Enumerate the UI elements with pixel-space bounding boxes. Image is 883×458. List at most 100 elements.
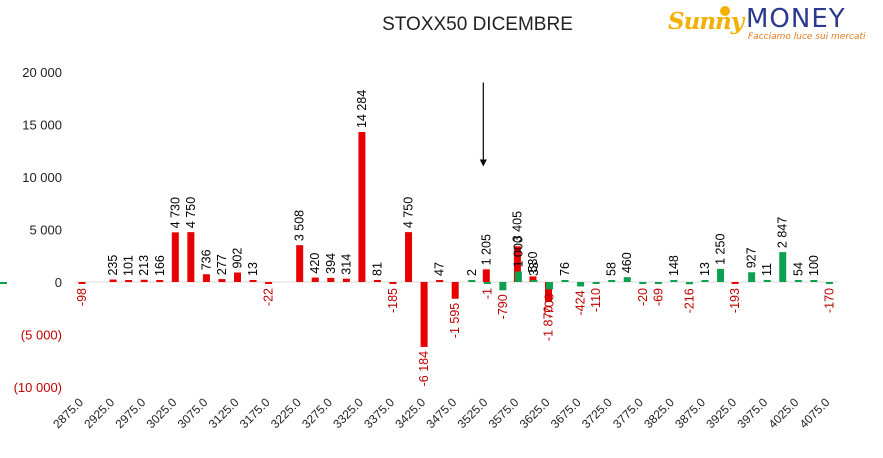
bar xyxy=(389,282,397,284)
bar xyxy=(513,246,521,282)
annotation-arrow-head xyxy=(479,159,487,167)
bar xyxy=(125,280,133,282)
data-label: 148 xyxy=(667,255,681,276)
x-tick-label: 3125.0 xyxy=(206,395,242,431)
bar xyxy=(202,274,210,282)
data-label: 13 xyxy=(246,262,260,276)
bar xyxy=(514,271,522,282)
x-tick-label: 3775.0 xyxy=(610,395,646,431)
bar xyxy=(623,277,631,282)
data-label: -69 xyxy=(651,288,665,306)
data-label: 4 730 xyxy=(168,197,182,228)
x-tick-label: 3425.0 xyxy=(392,395,428,431)
data-label: 3 405 xyxy=(510,211,524,242)
bar xyxy=(701,280,709,282)
x-tick-label: 3475.0 xyxy=(423,395,459,431)
data-label: 213 xyxy=(137,255,151,276)
bar xyxy=(685,282,693,285)
chart-title: STOXX50 DICEMBRE xyxy=(382,14,573,35)
bar xyxy=(405,232,413,282)
x-tick-label: 3525.0 xyxy=(455,395,491,431)
logo-money-text: MONEY xyxy=(746,4,846,34)
x-tick-label: 3025.0 xyxy=(144,395,180,431)
data-label: 460 xyxy=(620,252,634,273)
y-tick-label: (5 000) xyxy=(21,328,62,343)
data-label: -790 xyxy=(496,294,510,319)
y-tick-label: 5 000 xyxy=(29,223,62,238)
bar xyxy=(810,280,818,282)
bar xyxy=(748,272,756,282)
bar xyxy=(420,282,428,347)
data-label: -110 xyxy=(589,288,603,312)
bar xyxy=(109,279,117,282)
x-tick-label: 2875.0 xyxy=(50,395,86,431)
bar xyxy=(592,282,600,284)
bar xyxy=(0,282,7,284)
x-tick-label: 3725.0 xyxy=(579,395,615,431)
bar xyxy=(779,252,787,282)
logo-tagline: Facciamo luce sui mercati xyxy=(748,32,866,42)
data-label: 1 205 xyxy=(479,234,493,265)
x-tick-label: 4025.0 xyxy=(766,395,802,431)
x-tick-label: 2975.0 xyxy=(112,395,148,431)
bar xyxy=(327,277,335,282)
bar xyxy=(249,280,257,282)
bar xyxy=(794,280,802,282)
bar xyxy=(499,282,507,291)
bar xyxy=(218,279,226,282)
bar xyxy=(171,232,179,282)
data-label: 4 750 xyxy=(184,197,198,228)
x-tick-label: 3375.0 xyxy=(361,395,397,431)
bar xyxy=(234,272,241,282)
data-label: 14 284 xyxy=(355,90,369,128)
data-label: 58 xyxy=(605,262,619,276)
data-label: 2 xyxy=(465,269,479,276)
bar xyxy=(311,277,319,282)
bar xyxy=(358,132,366,282)
bar xyxy=(468,280,476,282)
bar xyxy=(342,278,350,282)
bar xyxy=(654,282,662,284)
bar xyxy=(373,280,381,282)
data-label: 420 xyxy=(308,253,322,274)
y-tick-label: 0 xyxy=(55,275,62,290)
data-label: -703 xyxy=(543,293,557,318)
x-tick-label: 3675.0 xyxy=(548,395,584,431)
data-label: -424 xyxy=(574,290,588,315)
bar xyxy=(717,268,725,282)
data-label: 81 xyxy=(370,262,384,276)
data-label: 2 847 xyxy=(776,217,790,248)
data-label: 76 xyxy=(558,262,572,276)
bar xyxy=(530,280,538,282)
bar xyxy=(265,282,273,284)
bar xyxy=(546,282,553,290)
data-label: -185 xyxy=(386,288,400,313)
bar xyxy=(482,269,490,282)
bar xyxy=(639,282,647,284)
x-tick-label: 4075.0 xyxy=(797,395,833,431)
data-label: -1 870 xyxy=(542,306,556,341)
x-tick-label: 3275.0 xyxy=(299,395,335,431)
x-tick-label: 3625.0 xyxy=(517,395,553,431)
x-tick-label: 3925.0 xyxy=(703,395,739,431)
sun-icon xyxy=(720,6,730,16)
data-label: 3 508 xyxy=(293,210,307,241)
data-label: 100 xyxy=(807,255,821,276)
bar xyxy=(608,280,616,282)
data-label: 394 xyxy=(324,253,338,274)
data-label: 33 xyxy=(527,262,541,276)
data-label: 902 xyxy=(231,248,245,269)
data-label: 13 xyxy=(698,262,712,276)
bar xyxy=(763,280,771,282)
data-label: -20 xyxy=(636,288,650,306)
data-label: 4 750 xyxy=(402,197,416,228)
data-label: 54 xyxy=(791,262,805,276)
y-tick-label: 15 000 xyxy=(22,118,62,133)
bar xyxy=(577,282,585,287)
x-tick-label: 3175.0 xyxy=(237,395,273,431)
bar xyxy=(731,282,739,285)
data-label: 235 xyxy=(106,255,120,276)
data-label: -22 xyxy=(262,288,276,306)
bar xyxy=(529,276,537,282)
